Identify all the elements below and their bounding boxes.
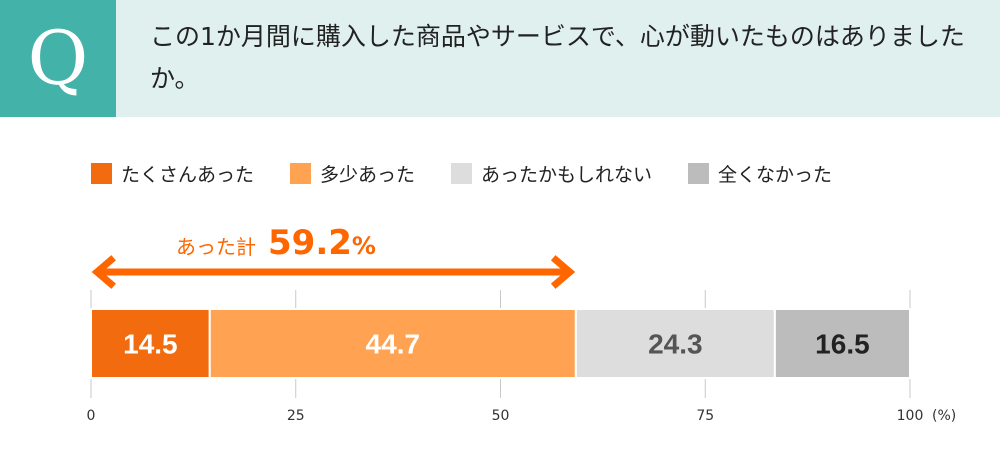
legend-swatch-kamo xyxy=(451,162,473,184)
total-arrow-head-left xyxy=(91,255,116,289)
legend-item-kamo: あったかもしれない xyxy=(451,160,652,187)
bar-value-label-1: 44.7 xyxy=(366,329,421,360)
bar-segment-2 xyxy=(574,308,776,379)
x-tick-label-100: 100 xyxy=(897,408,924,424)
total-arrow-head-right xyxy=(550,255,576,289)
legend-label-nashi: 全くなかった xyxy=(718,163,833,186)
x-tick-label-0: 0 xyxy=(87,408,96,424)
total-annotation-unit: % xyxy=(351,232,376,260)
legend-item-takusan: たくさんあった xyxy=(91,160,254,187)
bar-value-label-2: 24.3 xyxy=(648,329,703,360)
bar-value-label-0: 14.5 xyxy=(123,329,178,360)
legend-label-kamo: あったかもしれない xyxy=(481,163,653,186)
legend-label-tashou: 多少あった xyxy=(320,163,416,186)
x-axis-unit-label: (%) xyxy=(932,408,956,424)
total-annotation-text: あった計 xyxy=(176,235,256,259)
legend-swatch-takusan xyxy=(91,162,112,184)
legend-item-tashou: 多少あった xyxy=(290,160,415,187)
legend-label-takusan: たくさんあった xyxy=(121,163,255,186)
legend-swatch-nashi xyxy=(688,162,710,184)
total-annotation-value: 59.2 xyxy=(268,223,352,263)
bar-value-label-3: 16.5 xyxy=(815,329,870,360)
question-text: この1か月間に購入した商品やサービスで、心が動いたものはありましたか。 xyxy=(150,22,965,93)
legend-item-nashi: 全くなかった xyxy=(688,160,832,187)
total-annotation: あった計 59.2 % xyxy=(176,223,376,263)
bar-segment-1 xyxy=(208,308,577,379)
x-tick-label-25: 25 xyxy=(287,408,305,424)
chart-legend: たくさんあった 多少あった あったかもしれない 全くなかった xyxy=(91,158,868,188)
x-tick-label-50: 50 xyxy=(492,408,510,424)
legend-swatch-tashou xyxy=(290,162,312,184)
bar-segment-3 xyxy=(773,308,911,379)
question-badge: Q xyxy=(0,0,116,117)
question-banner: Q この1か月間に購入した商品やサービスで、心が動いたものはありましたか。 xyxy=(0,0,1000,117)
x-tick-label-75: 75 xyxy=(696,408,714,424)
